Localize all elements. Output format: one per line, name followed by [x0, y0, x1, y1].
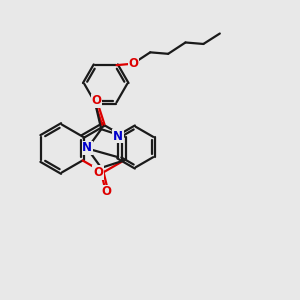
Text: O: O	[92, 94, 102, 107]
Text: O: O	[128, 57, 139, 70]
Text: N: N	[113, 130, 123, 143]
Text: O: O	[93, 166, 103, 179]
Text: N: N	[82, 141, 92, 154]
Text: O: O	[101, 185, 111, 198]
